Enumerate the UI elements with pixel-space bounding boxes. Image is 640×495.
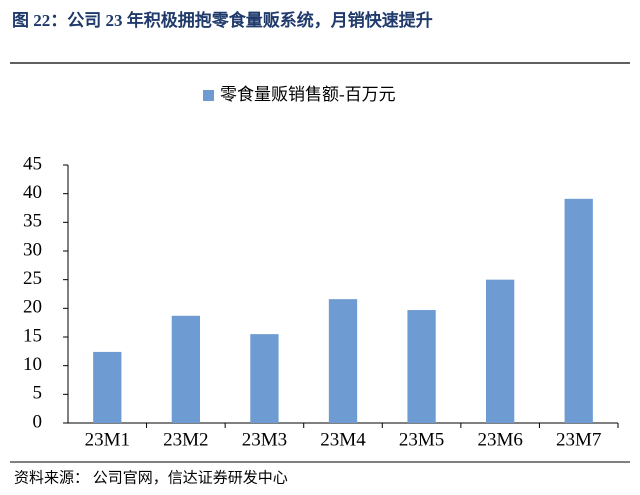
source-note: 资料来源： 公司官网，信达证券研发中心 <box>14 469 288 486</box>
x-tick-label: 23M2 <box>163 429 208 450</box>
chart-title: 图 22：公司 23 年积极拥抱零食量贩系统，月销快速提升 <box>12 10 433 30</box>
legend-swatch <box>203 90 214 101</box>
x-tick-label: 23M3 <box>242 429 287 450</box>
bar <box>250 334 279 423</box>
bar <box>407 310 436 423</box>
x-tick-label: 23M7 <box>556 429 601 450</box>
y-tick-label: 35 <box>23 211 42 232</box>
y-tick-label: 5 <box>33 383 43 404</box>
y-tick-label: 20 <box>23 297 42 318</box>
y-tick-label: 30 <box>23 239 42 260</box>
x-tick-label: 23M6 <box>477 429 522 450</box>
y-tick-label: 40 <box>23 182 42 203</box>
x-tick-label: 23M5 <box>399 429 444 450</box>
bar <box>486 279 515 423</box>
bar <box>93 351 122 423</box>
y-tick-label: 45 <box>23 153 42 174</box>
y-tick-label: 10 <box>23 354 42 375</box>
bar <box>564 198 593 423</box>
bar <box>171 315 200 423</box>
x-tick-label: 23M1 <box>85 429 130 450</box>
y-tick-label: 0 <box>33 411 43 432</box>
y-tick-label: 25 <box>23 268 42 289</box>
y-tick-label: 15 <box>23 325 42 346</box>
x-tick-label: 23M4 <box>320 429 366 450</box>
bar <box>328 299 358 423</box>
legend-label: 零食量贩销售额-百万元 <box>220 85 396 104</box>
